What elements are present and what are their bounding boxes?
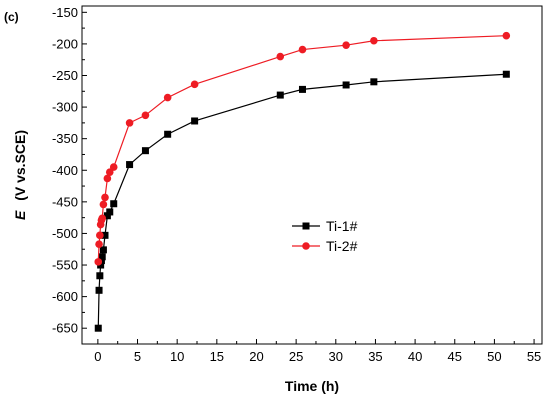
y-tick-label: -650 — [52, 321, 78, 336]
x-axis: 0 5 10 15 20 25 30 35 40 45 50 55 — [94, 339, 541, 364]
series-1-point — [106, 208, 114, 216]
y-tick-label: -500 — [52, 226, 78, 241]
x-tick-label: 0 — [94, 349, 101, 364]
series-1-point — [110, 200, 118, 208]
y-tick-label: -350 — [52, 131, 78, 146]
y-tick-label: -450 — [52, 194, 78, 209]
series-2-point — [502, 31, 511, 40]
series-1-point — [99, 246, 107, 254]
series-2-point — [103, 174, 112, 183]
series-2-point — [109, 163, 118, 171]
legend-label-ti-2: Ti-2# — [326, 238, 358, 254]
series-1-point — [141, 147, 149, 155]
series-layer — [94, 31, 511, 332]
x-tick-label: 55 — [527, 349, 541, 364]
series-2-point — [98, 214, 107, 223]
x-tick-label: 15 — [210, 349, 224, 364]
y-axis-title: E (V vs.SCE) — [12, 130, 28, 220]
series-2-point — [370, 36, 378, 45]
series-2-point — [163, 93, 172, 102]
series-2-point — [96, 231, 104, 240]
panel-label: (c) — [4, 10, 19, 24]
x-tick-label: 25 — [289, 349, 303, 364]
x-tick-label: 30 — [329, 349, 343, 364]
series-2-point — [101, 193, 109, 202]
series-line-1 — [97, 73, 507, 329]
y-tick-label: -600 — [52, 289, 78, 304]
y-tick-label: -300 — [52, 100, 78, 115]
series-1-point — [370, 78, 378, 86]
series-2-point — [190, 80, 199, 89]
series-2-point — [141, 111, 150, 120]
series-2-point — [298, 45, 307, 54]
series-2-point — [125, 119, 134, 127]
y-axis: -650 -600 -550 -500 -450 -400 -350 -300 -250 -200… — [52, 5, 87, 336]
series-2-point — [95, 240, 103, 248]
series-line-2 — [97, 35, 507, 262]
x-tick-label: 5 — [134, 349, 141, 364]
y-axis-title-unit: (V vs.SCE) — [12, 130, 28, 201]
series-1-point — [103, 212, 111, 220]
y-axis-title-symbol: E — [12, 210, 28, 220]
x-tick-label: 10 — [170, 349, 184, 364]
series-1-point — [298, 85, 306, 93]
x-tick-label: 40 — [408, 349, 422, 364]
plot-frame — [81, 5, 543, 345]
series-2-point — [94, 258, 103, 266]
series-1-point — [98, 253, 106, 261]
series-1-point — [191, 117, 199, 125]
series-1-point — [276, 91, 284, 99]
series-1-point — [126, 161, 134, 169]
y-tick-label: -250 — [52, 68, 78, 83]
y-tick-label: -550 — [52, 258, 78, 273]
legend: Ti-1# Ti-2# — [292, 218, 358, 254]
x-axis-title: Time (h) — [285, 378, 339, 394]
series-1-point — [94, 324, 102, 332]
x-tick-label: 45 — [448, 349, 462, 364]
series-1-point — [342, 81, 350, 89]
x-tick-label: 35 — [368, 349, 382, 364]
legend-label-ti-1: Ti-1# — [326, 218, 358, 234]
series-2-point — [99, 200, 108, 209]
legend-marker-ti-2 — [302, 242, 310, 250]
series-2-point — [276, 52, 285, 61]
series-1-point — [164, 130, 172, 138]
y-tick-label: -200 — [52, 36, 78, 51]
x-tick-label: 20 — [249, 349, 263, 364]
x-tick-label: 50 — [487, 349, 501, 364]
series-1-point — [95, 286, 103, 294]
series-1-point — [96, 272, 104, 280]
y-tick-label: -400 — [52, 163, 78, 178]
series-1-point — [502, 70, 510, 78]
legend-marker-ti-1 — [302, 222, 310, 230]
y-tick-label: -150 — [52, 5, 78, 20]
series-2-point — [342, 41, 350, 49]
series-1-point — [101, 231, 109, 239]
series-1-point — [97, 261, 105, 269]
